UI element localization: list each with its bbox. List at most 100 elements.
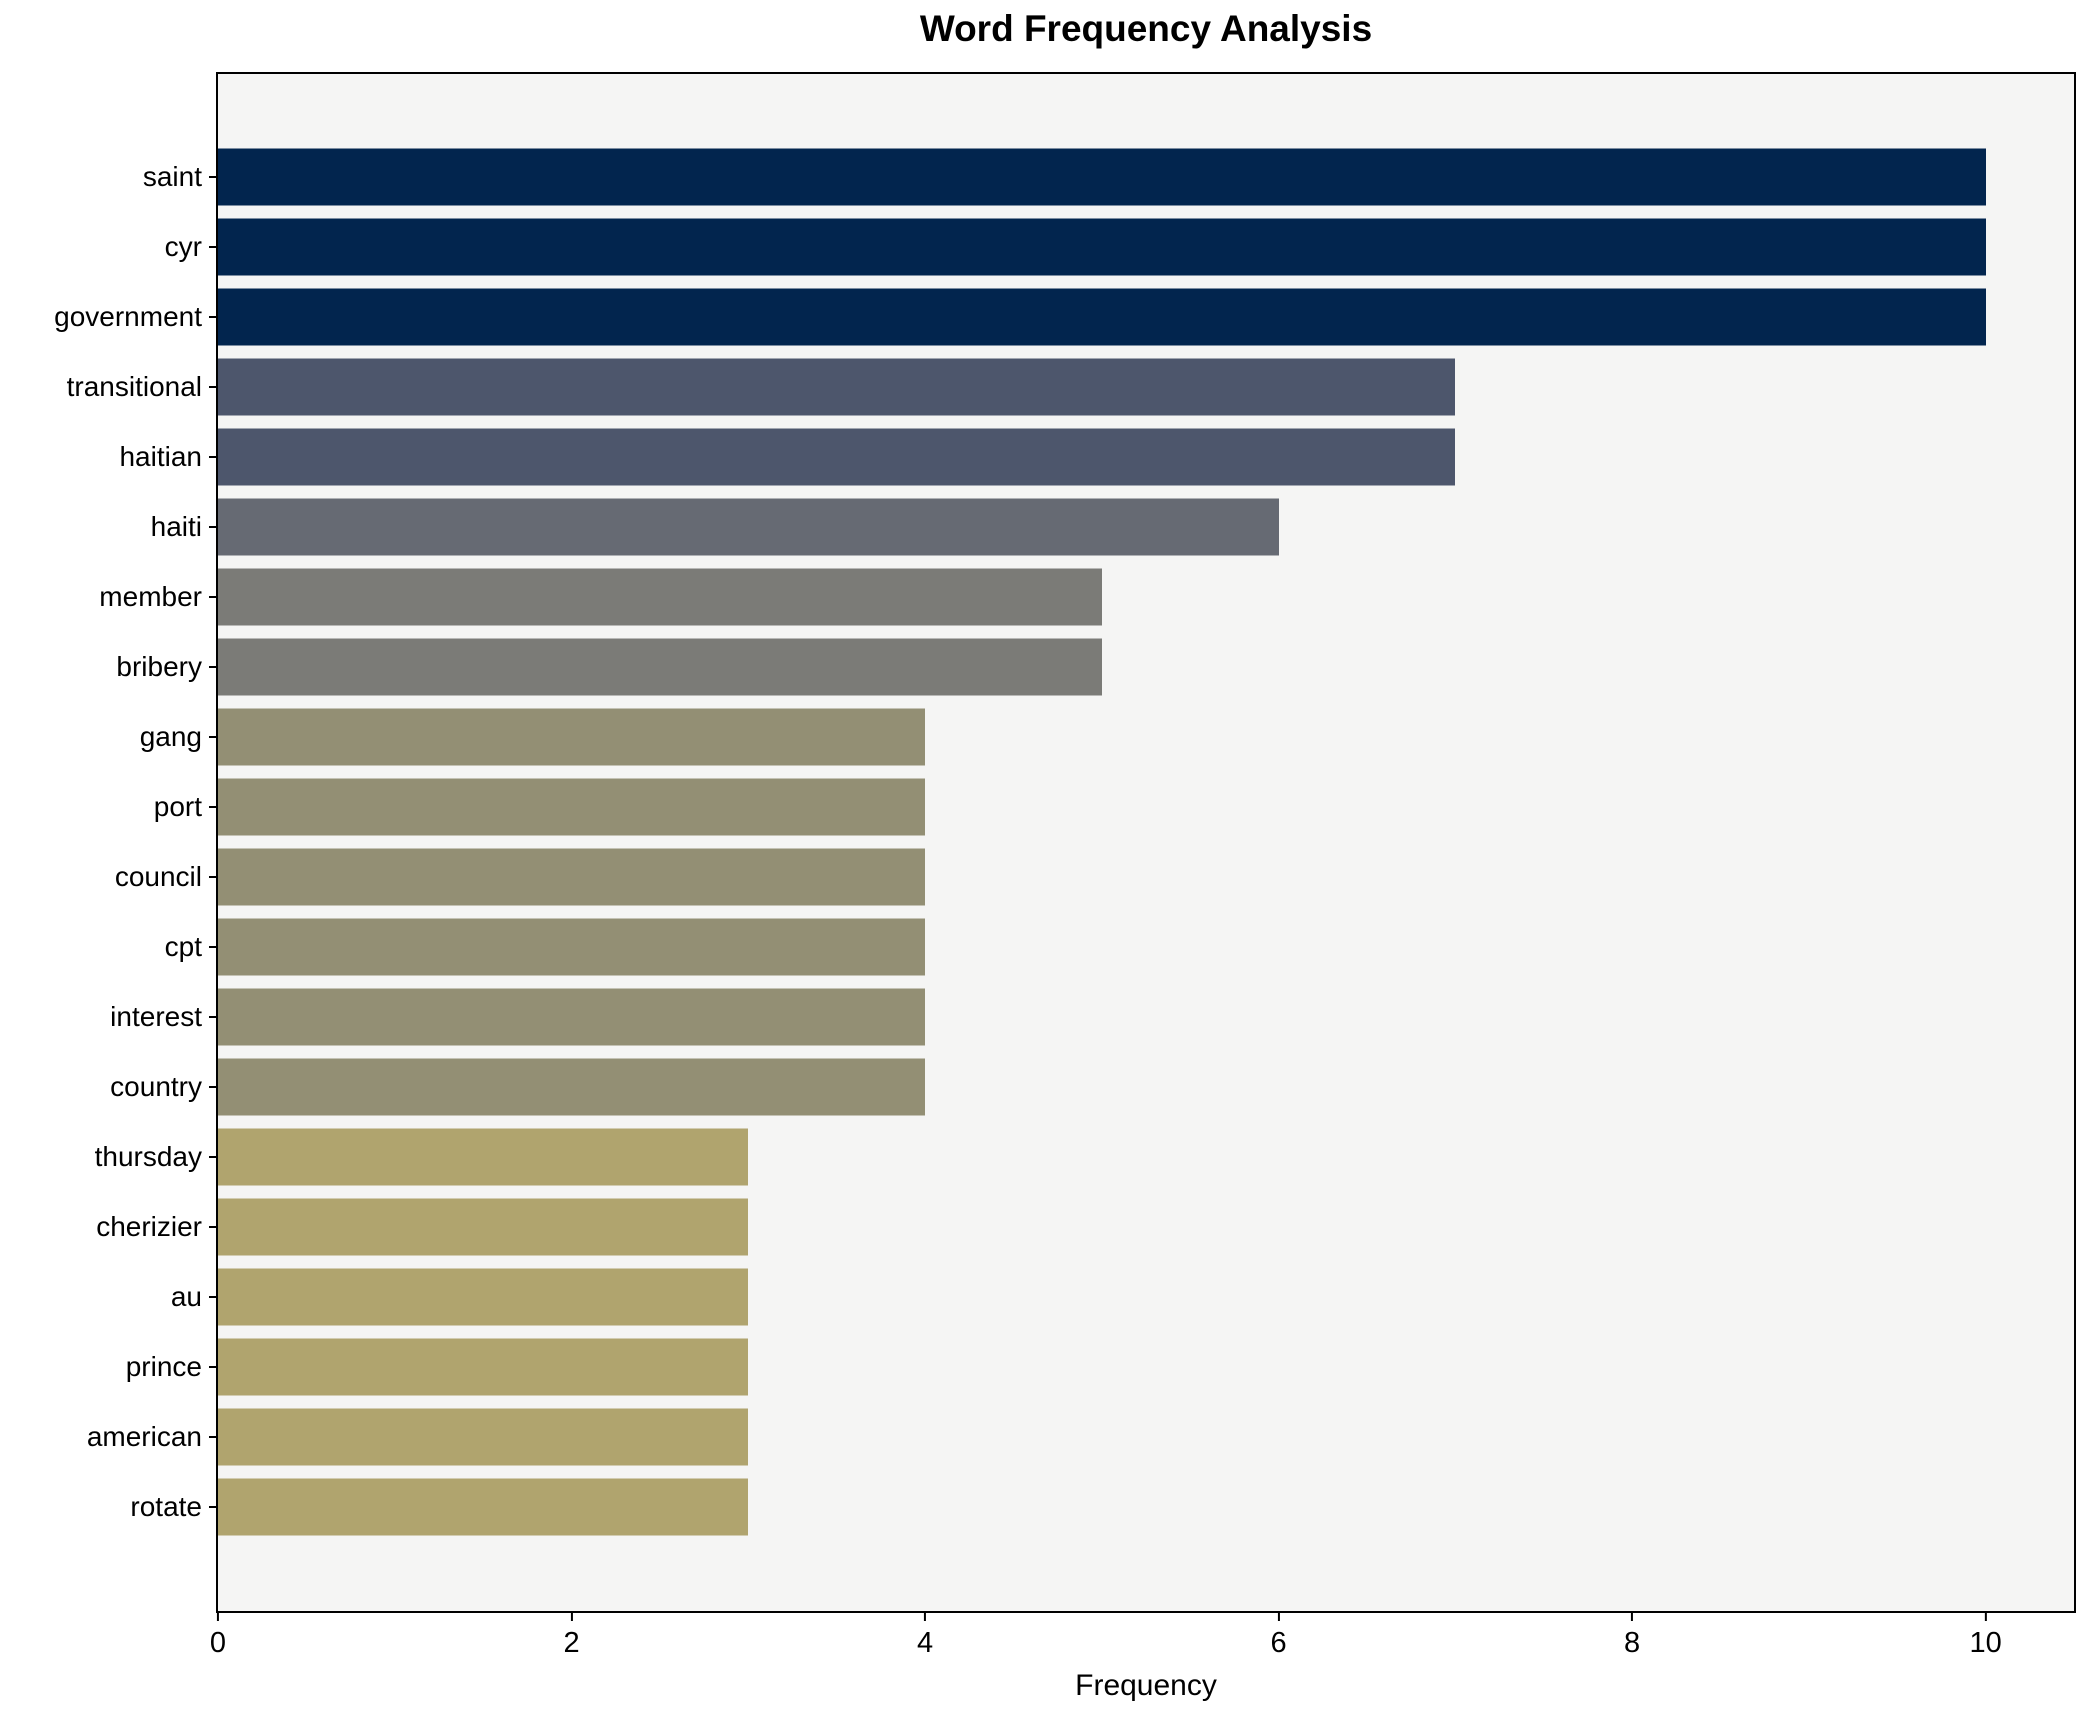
y-axis-category-label: cherizier: [96, 1211, 202, 1242]
y-axis-category-label: rotate: [130, 1491, 202, 1522]
bar-row: government: [54, 282, 2074, 352]
bar: [218, 848, 926, 906]
bar: [218, 428, 1456, 486]
y-tick-mark: [209, 1436, 218, 1438]
bar-row: prince: [126, 1332, 2074, 1402]
x-tick-label: 0: [209, 1627, 227, 1659]
bar-row: transitional: [67, 352, 2074, 422]
x-tick-mark: [1984, 1611, 1987, 1621]
x-tick: 6: [1270, 1611, 1287, 1660]
bar: [218, 1128, 749, 1186]
y-tick-mark: [209, 876, 218, 878]
y-axis-category-label: american: [86, 1421, 202, 1452]
bar-row: rotate: [130, 1472, 2074, 1542]
y-tick-mark: [209, 946, 218, 948]
x-tick-label: 10: [1969, 1627, 2002, 1659]
y-axis-category-label: interest: [110, 1001, 202, 1032]
bar-row: au: [171, 1262, 2074, 1332]
x-tick: 10: [1969, 1611, 2002, 1660]
bar: [218, 1408, 749, 1466]
bar: [218, 708, 926, 766]
x-tick-mark: [216, 1611, 219, 1621]
y-tick-mark: [209, 1086, 218, 1088]
bar: [218, 568, 1102, 626]
y-tick-mark: [209, 1296, 218, 1298]
bar: [218, 1268, 749, 1326]
y-axis-category-label: haiti: [150, 511, 202, 542]
x-tick-label: 8: [1624, 1627, 1641, 1659]
bar: [218, 778, 926, 836]
y-tick-mark: [209, 666, 218, 668]
y-axis-category-label: bribery: [116, 651, 202, 682]
y-axis-category-label: saint: [142, 161, 202, 192]
y-axis-category-label: prince: [125, 1351, 202, 1382]
bar-row: cherizier: [96, 1192, 2074, 1262]
y-axis-category-label: country: [110, 1071, 202, 1102]
bar-row: member: [99, 562, 2074, 632]
y-axis-category-label: thursday: [94, 1141, 202, 1172]
y-tick-mark: [209, 526, 218, 528]
y-tick-mark: [209, 456, 218, 458]
y-tick-mark: [209, 1156, 218, 1158]
bar: [218, 148, 1986, 206]
y-tick-mark: [209, 596, 218, 598]
x-tick-mark: [1277, 1611, 1280, 1621]
bar-row: saint: [143, 142, 2074, 212]
y-axis-category-label: gang: [139, 721, 202, 752]
y-axis-category-label: member: [99, 581, 202, 612]
y-tick-mark: [209, 1226, 218, 1228]
y-tick-mark: [209, 316, 218, 318]
y-axis-category-label: government: [54, 301, 202, 332]
y-tick-mark: [209, 736, 218, 738]
bar: [218, 218, 1986, 276]
bar-row: cpt: [165, 912, 2074, 982]
bar: [218, 288, 1986, 346]
bar-row: port: [154, 772, 2074, 842]
bar: [218, 358, 1456, 416]
bar-row: interest: [110, 982, 2074, 1052]
bar: [218, 1478, 749, 1536]
x-tick-label: 2: [563, 1627, 580, 1659]
bar-row: country: [110, 1052, 2074, 1122]
y-tick-mark: [209, 806, 218, 808]
bar-row: thursday: [95, 1122, 2074, 1192]
y-tick-mark: [209, 176, 218, 178]
bar-row: haitian: [119, 422, 2074, 492]
x-tick: 8: [1624, 1611, 1640, 1660]
y-tick-mark: [209, 246, 218, 248]
y-axis-category-label: haitian: [119, 441, 202, 472]
y-axis-category-label: cyr: [164, 231, 202, 262]
bar: [218, 1338, 749, 1396]
x-tick-mark: [570, 1611, 573, 1621]
x-axis-label: Frequency: [1075, 1669, 1217, 1702]
chart-title: Word Frequency Analysis: [919, 8, 1373, 49]
bar-row: american: [87, 1402, 2074, 1472]
bar: [218, 498, 1279, 556]
x-tick-mark: [924, 1611, 927, 1621]
bar: [218, 918, 926, 976]
bar: [218, 1058, 926, 1116]
y-tick-mark: [209, 386, 218, 388]
y-tick-mark: [209, 1366, 218, 1368]
plot-area: saint cyr government transitional haitian hai…: [54, 72, 2076, 1702]
y-axis-category-label: port: [153, 791, 202, 822]
bar-row: bribery: [116, 632, 2074, 702]
x-tick: 0: [210, 1611, 226, 1660]
y-axis-category-label: transitional: [66, 371, 202, 402]
x-tick-label: 4: [916, 1627, 934, 1659]
x-tick-mark: [1631, 1611, 1634, 1621]
x-tick: 4: [917, 1611, 933, 1660]
bar-row: haiti: [151, 492, 2074, 562]
y-axis-category-label: council: [114, 861, 202, 892]
bar-row: cyr: [165, 212, 2074, 282]
bar-row: council: [115, 842, 2074, 912]
bar: [218, 1198, 749, 1256]
x-tick: 2: [563, 1611, 580, 1660]
y-axis-category-label: cpt: [164, 931, 202, 962]
bars-container: saint cyr government transitional haitian hai…: [54, 142, 2074, 1542]
y-tick-mark: [209, 1016, 218, 1018]
y-tick-mark: [209, 1506, 218, 1508]
y-axis-category-label: au: [170, 1281, 202, 1312]
bar: [218, 638, 1102, 696]
